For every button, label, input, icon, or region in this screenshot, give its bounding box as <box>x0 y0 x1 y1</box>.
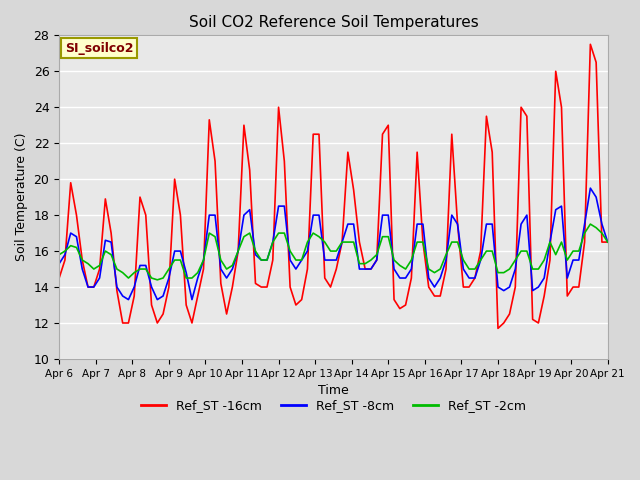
Ref_ST -8cm <box>217 266 225 272</box>
Ref_ST -16cm <box>350 187 358 193</box>
Ref_ST -16cm <box>494 325 502 331</box>
Text: SI_soilco2: SI_soilco2 <box>65 41 133 55</box>
Ref_ST -2cm <box>356 261 364 266</box>
Ref_ST -2cm <box>586 221 594 227</box>
Title: Soil CO2 Reference Soil Temperatures: Soil CO2 Reference Soil Temperatures <box>189 15 478 30</box>
Ref_ST -2cm <box>604 239 612 245</box>
Ref_ST -2cm <box>217 257 225 263</box>
Ref_ST -2cm <box>131 270 138 276</box>
Ref_ST -8cm <box>586 185 594 191</box>
Ref_ST -2cm <box>154 277 161 283</box>
Ref_ST -16cm <box>604 239 612 245</box>
Ref_ST -8cm <box>563 275 571 281</box>
Line: Ref_ST -8cm: Ref_ST -8cm <box>59 188 608 300</box>
Ref_ST -16cm <box>55 275 63 281</box>
Line: Ref_ST -2cm: Ref_ST -2cm <box>59 224 608 280</box>
Ref_ST -8cm <box>356 266 364 272</box>
Ref_ST -8cm <box>298 257 305 263</box>
Ref_ST -8cm <box>339 239 346 245</box>
Ref_ST -2cm <box>298 257 305 263</box>
Ref_ST -16cm <box>586 41 594 47</box>
Ref_ST -8cm <box>136 263 144 268</box>
Ref_ST -8cm <box>125 297 132 302</box>
X-axis label: Time: Time <box>318 384 349 397</box>
Ref_ST -16cm <box>563 293 571 299</box>
Ref_ST -2cm <box>563 257 571 263</box>
Legend: Ref_ST -16cm, Ref_ST -8cm, Ref_ST -2cm: Ref_ST -16cm, Ref_ST -8cm, Ref_ST -2cm <box>136 395 531 418</box>
Y-axis label: Soil Temperature (C): Soil Temperature (C) <box>15 133 28 262</box>
Ref_ST -16cm <box>131 293 138 299</box>
Ref_ST -2cm <box>55 252 63 258</box>
Ref_ST -16cm <box>292 302 300 308</box>
Ref_ST -8cm <box>604 239 612 245</box>
Ref_ST -8cm <box>55 261 63 266</box>
Ref_ST -16cm <box>211 158 219 164</box>
Line: Ref_ST -16cm: Ref_ST -16cm <box>59 44 608 328</box>
Ref_ST -16cm <box>332 266 340 272</box>
Ref_ST -2cm <box>339 239 346 245</box>
